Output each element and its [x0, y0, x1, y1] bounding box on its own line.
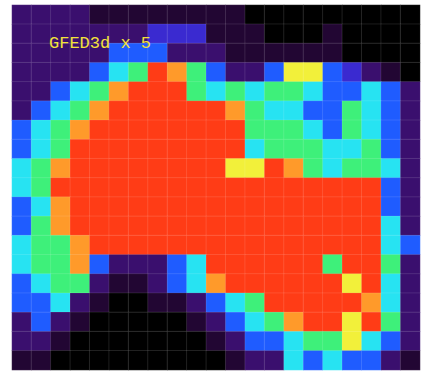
svg-text:GFED3d x 5: GFED3d x 5 — [49, 34, 151, 53]
